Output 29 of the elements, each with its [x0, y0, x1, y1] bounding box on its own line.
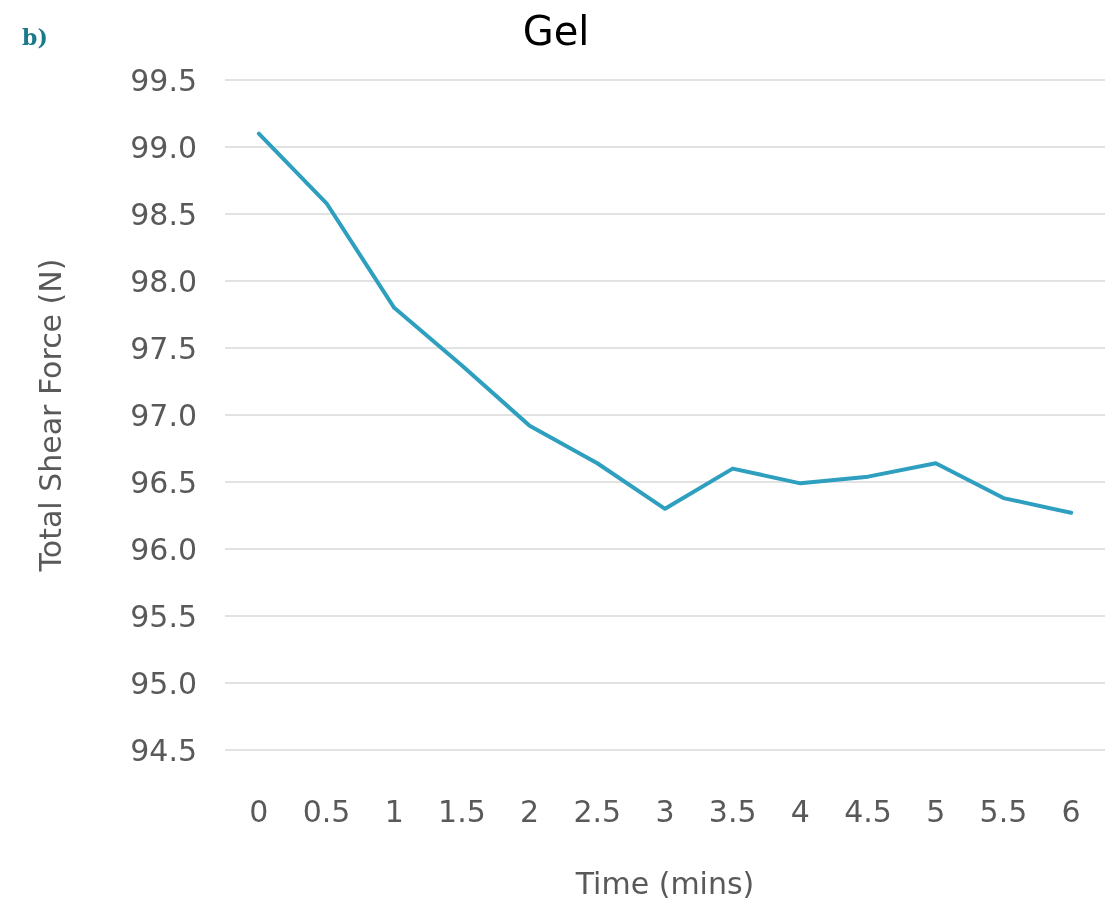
y-tick-label: 97.0: [130, 397, 197, 433]
x-tick-label: 4: [790, 793, 810, 829]
x-tick-label: 6: [1061, 793, 1081, 829]
text: b): [22, 24, 48, 50]
y-tick-label: 94.5: [130, 732, 197, 768]
x-tick-label: 3: [655, 793, 675, 829]
x-tick-label: 0.5: [302, 793, 351, 829]
y-tick-label: 96.0: [130, 531, 197, 567]
x-tick-label: 4.5: [844, 793, 892, 829]
y-tick-label: 99.5: [130, 62, 197, 98]
chart-title: Gel: [522, 8, 590, 54]
x-tick-label: 5: [926, 793, 946, 829]
y-tick-label: 99.0: [130, 129, 197, 165]
y-tick-label: 95.5: [130, 598, 197, 634]
y-axis-title: Total Shear Force (N): [32, 258, 68, 573]
x-axis-title: Time (mins): [574, 865, 755, 901]
y-tick-label: 98.0: [130, 263, 197, 299]
x-tick-label: 0: [249, 793, 269, 829]
y-tick-label: 95.0: [130, 665, 197, 701]
x-tick-label: 2.5: [573, 793, 622, 829]
x-tick-label: 1: [384, 793, 404, 829]
y-tick-label: 98.5: [130, 196, 197, 232]
y-tick-label: 97.5: [130, 330, 197, 366]
y-tick-label: 96.5: [130, 464, 197, 500]
x-tick-label: 3.5: [708, 793, 757, 829]
x-tick-label: 1.5: [438, 793, 486, 829]
x-tick-label: 5.5: [979, 793, 1028, 829]
line-series: [256, 131, 1074, 515]
x-tick-label: 2: [520, 793, 540, 829]
